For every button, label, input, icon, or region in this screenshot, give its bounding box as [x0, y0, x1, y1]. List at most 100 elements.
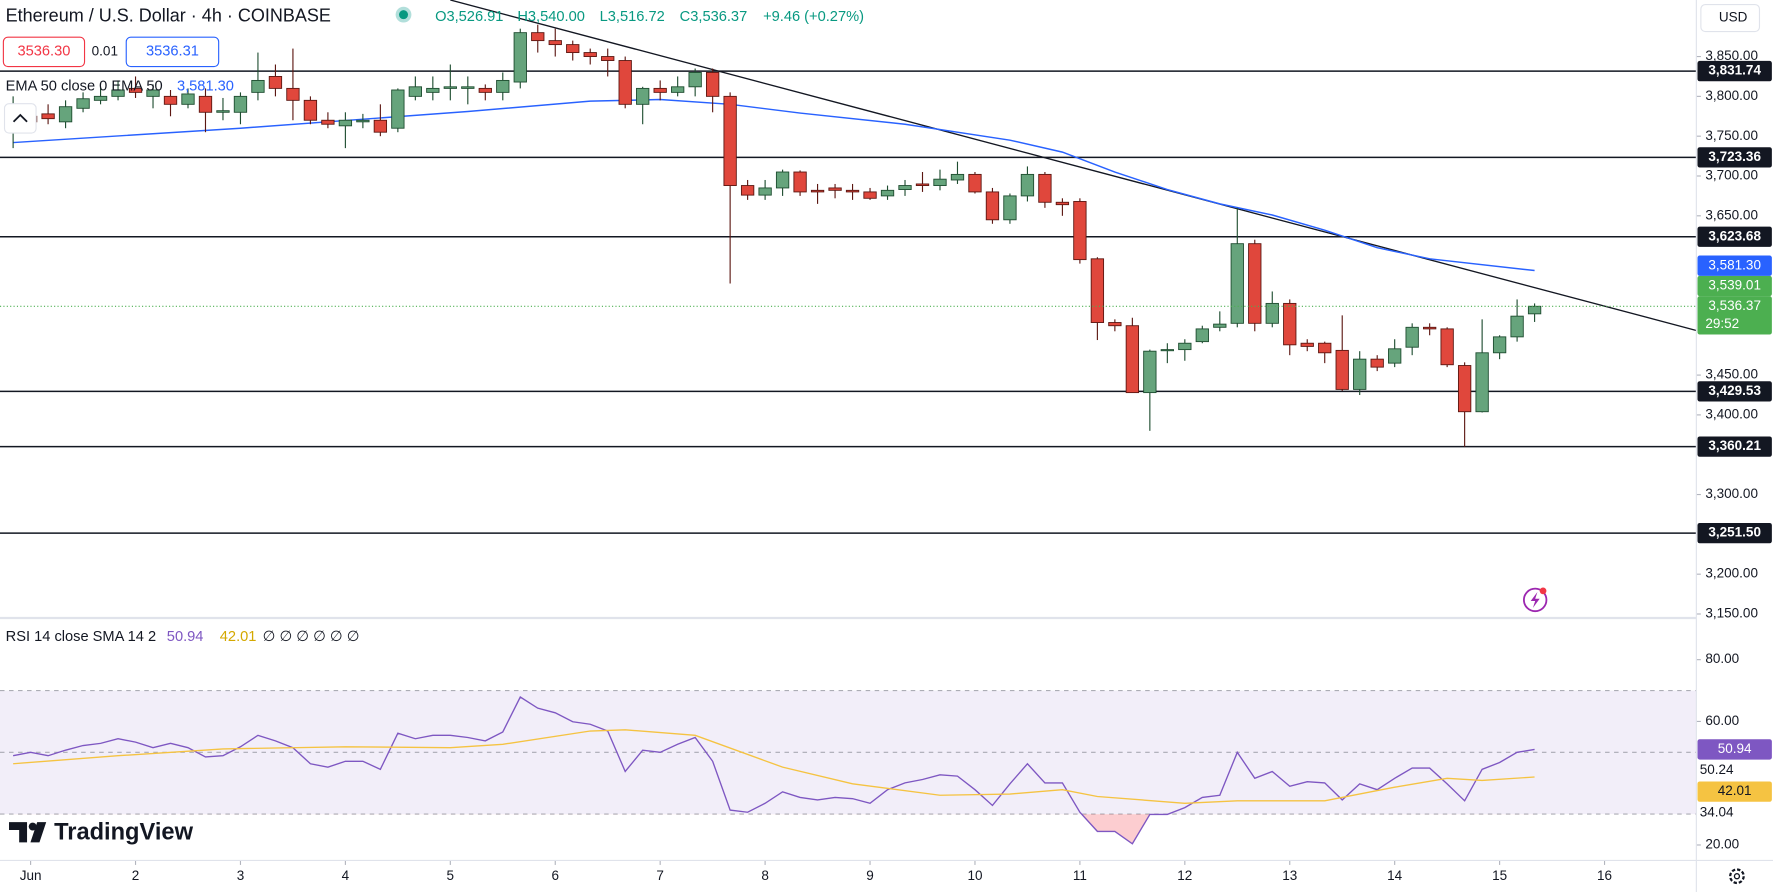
y-tick-label: 3,700.00: [1705, 168, 1758, 183]
level-label-box: [1697, 60, 1772, 82]
level-label-box: [1697, 523, 1772, 544]
candle-body: [251, 79, 265, 93]
candle-body: [111, 89, 125, 97]
candle-body: [1003, 195, 1017, 221]
candle-body: [373, 119, 388, 133]
candle-body: [513, 32, 527, 83]
candle-body: [1318, 342, 1332, 354]
rsi-axis-note: 34.04: [1700, 805, 1734, 820]
rsi-axis-note: 50.24: [1700, 762, 1734, 777]
level-label-box: [1697, 436, 1772, 457]
sell-button[interactable]: [2, 36, 86, 68]
level-label: 3,723.36: [1708, 149, 1761, 164]
rsi-y-tick-label: 80.00: [1705, 651, 1739, 666]
candle-body: [671, 86, 685, 93]
candle-body: [828, 187, 842, 191]
x-tick-label: Jun: [20, 868, 42, 883]
candle-body: [496, 79, 510, 93]
candle-body: [548, 40, 562, 46]
candle-body: [618, 60, 632, 105]
candle-body: [1090, 258, 1105, 323]
candle-body: [915, 183, 930, 187]
candle-body: [531, 32, 545, 42]
candle-body: [636, 87, 650, 105]
brand-name: TradingView: [54, 820, 193, 846]
candle-body: [1265, 302, 1279, 324]
y-tick-label: 3,200.00: [1705, 566, 1758, 581]
candle-body: [1423, 326, 1437, 330]
trend-line: [450, 0, 1697, 332]
candle-body: [985, 191, 1000, 221]
rsi-line: [13, 729, 1535, 804]
candle-body: [705, 72, 720, 97]
candle-body: [443, 86, 457, 89]
candle-body: [950, 173, 965, 181]
x-tick-label: 8: [761, 868, 769, 883]
x-tick-label: 15: [1492, 868, 1507, 883]
candle-body: [1178, 342, 1192, 351]
candle-body: [286, 87, 300, 101]
candle-body: [601, 56, 615, 61]
x-tick-label: 13: [1282, 868, 1297, 883]
candle-body: [740, 185, 755, 196]
brand-logo: [9, 822, 47, 843]
x-tick-label: 7: [656, 868, 664, 883]
buy-price: 3536.31: [146, 44, 199, 60]
candle-body: [93, 95, 108, 101]
candle-body: [933, 178, 947, 187]
ohlc-low: L3,516.72: [600, 9, 665, 25]
ohlc-change: +9.46 (+0.27%): [763, 9, 864, 25]
buy-button[interactable]: [125, 36, 220, 68]
axis-price-box: [1697, 275, 1772, 297]
countdown: 29:52: [1705, 316, 1739, 331]
rsi-axis-label: 50.94: [1718, 741, 1752, 756]
candle-body: [1492, 336, 1507, 354]
candle-body: [1405, 326, 1419, 348]
candle-body: [898, 185, 912, 190]
candle-body: [41, 113, 55, 120]
level-label: 3,623.68: [1708, 228, 1761, 243]
price-pane: [0, 0, 1697, 534]
candle-body: [1388, 348, 1402, 364]
y-tick-label: 3,400.00: [1705, 406, 1758, 421]
alert-dot: [1539, 587, 1547, 595]
candle-body: [1160, 349, 1174, 352]
candle-body: [1213, 323, 1227, 328]
rsi-axis-box: [1697, 781, 1772, 802]
candle-body: [1440, 328, 1454, 366]
candle-body: [1335, 349, 1349, 390]
level-label: 3,360.21: [1708, 438, 1761, 453]
currency-button[interactable]: [1700, 3, 1761, 33]
x-tick-label: 11: [1073, 868, 1087, 883]
candle-body: [810, 189, 825, 193]
x-tick-label: 10: [967, 868, 982, 883]
level-label: 3,251.50: [1708, 525, 1761, 540]
brand-logo-dot: [28, 822, 37, 831]
candle-body: [758, 187, 772, 196]
collapse-button[interactable]: [3, 103, 37, 134]
back-layer: 3,850.00 3,800.00 3,750.00 3,700.00 3,650.00…: [20, 48, 1758, 883]
y-tick-label: 3,650.00: [1705, 207, 1758, 222]
candle-body: [268, 75, 283, 89]
level-label: 3,429.53: [1708, 383, 1761, 398]
level-label-box: [1697, 226, 1772, 247]
market-status-dot: [399, 10, 409, 20]
candle-body: [391, 89, 405, 129]
x-tick-label: 14: [1387, 868, 1403, 883]
y-tick-label: 3,750.00: [1705, 128, 1758, 143]
candle-body: [163, 95, 178, 105]
candle-body: [1510, 315, 1524, 338]
level-label-box: [1697, 381, 1772, 402]
candle-body: [198, 95, 213, 113]
candle-body: [1020, 173, 1035, 197]
settings-icon-center: [1733, 873, 1741, 880]
candle-body: [1457, 365, 1472, 413]
settings-icon[interactable]: [1729, 868, 1745, 885]
y-tick-label: 3,850.00: [1705, 48, 1758, 63]
candle-body: [566, 44, 580, 54]
rsi-legend-value: 50.94: [167, 629, 204, 645]
ohlc-close: C3,536.37: [680, 9, 748, 25]
candle-body: [1283, 302, 1297, 346]
collapse-icon: [12, 113, 28, 123]
